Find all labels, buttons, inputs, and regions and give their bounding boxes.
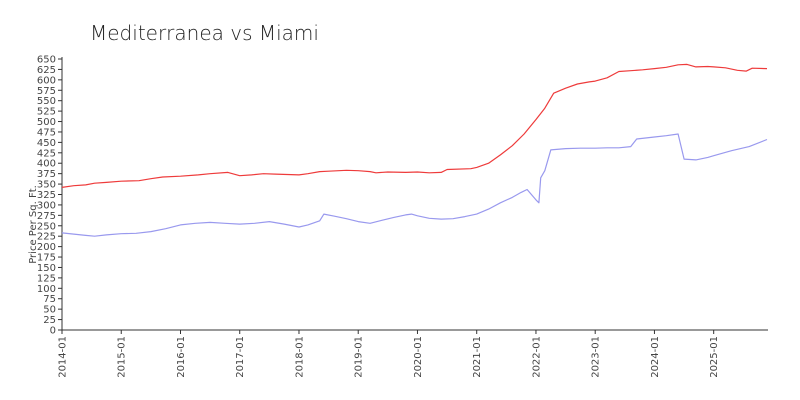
y-tick-label: 0 [50,326,56,337]
x-tick-label: 2025-01 [709,336,720,378]
y-tick-label: 550 [37,96,56,107]
y-tick-label: 500 [37,117,56,128]
x-tick-label: 2021-01 [472,336,483,378]
y-tick-label: 400 [37,159,56,170]
x-tick-label: 2022-01 [531,336,542,378]
y-tick-label: 50 [43,305,56,316]
y-tick-label: 250 [37,221,56,232]
x-tick-label: 2018-01 [294,336,305,378]
y-tick-label: 475 [37,127,56,138]
x-tick-label: 2023-01 [591,336,602,378]
y-tick-label: 325 [37,190,56,201]
y-tick-label: 25 [43,315,56,326]
y-axis-label: Price Per Sq. Ft. [28,185,39,264]
y-tick-label: 150 [37,263,56,274]
x-tick-label: 2014-01 [58,336,69,378]
y-tick-label: 300 [37,200,56,211]
y-tick-label: 625 [37,65,56,76]
y-tick-label: 75 [43,294,56,305]
x-tick-label: 2020-01 [413,336,424,378]
y-tick-label: 200 [37,242,56,253]
y-ticks: 0255075100125150175200225250275300325350… [37,55,62,337]
y-tick-label: 600 [37,75,56,86]
y-tick-label: 275 [37,211,56,222]
series-layer [61,63,768,237]
y-tick-label: 575 [37,86,56,97]
y-tick-label: 450 [37,138,56,149]
x-tick-label: 2016-01 [176,336,187,378]
y-tick-label: 175 [37,253,56,264]
y-tick-label: 425 [37,148,56,159]
y-tick-label: 225 [37,232,56,243]
x-tick-label: 2019-01 [354,336,365,378]
x-tick-label: 2024-01 [650,336,661,378]
y-tick-label: 350 [37,180,56,191]
y-tick-label: 125 [37,273,56,284]
y-tick-label: 650 [37,55,56,66]
x-ticks: 2014-01 2015-01 2016-01 2017-01 2018-01 2019-… [58,330,720,378]
series-line-2 [61,133,768,237]
chart-title: Mediterranea vs Miami [90,21,319,45]
series-line-1 [61,63,768,188]
x-tick-label: 2017-01 [235,336,246,378]
y-tick-label: 375 [37,169,56,180]
y-tick-label: 525 [37,107,56,118]
y-tick-label: 100 [37,284,56,295]
x-tick-label: 2015-01 [117,336,128,378]
